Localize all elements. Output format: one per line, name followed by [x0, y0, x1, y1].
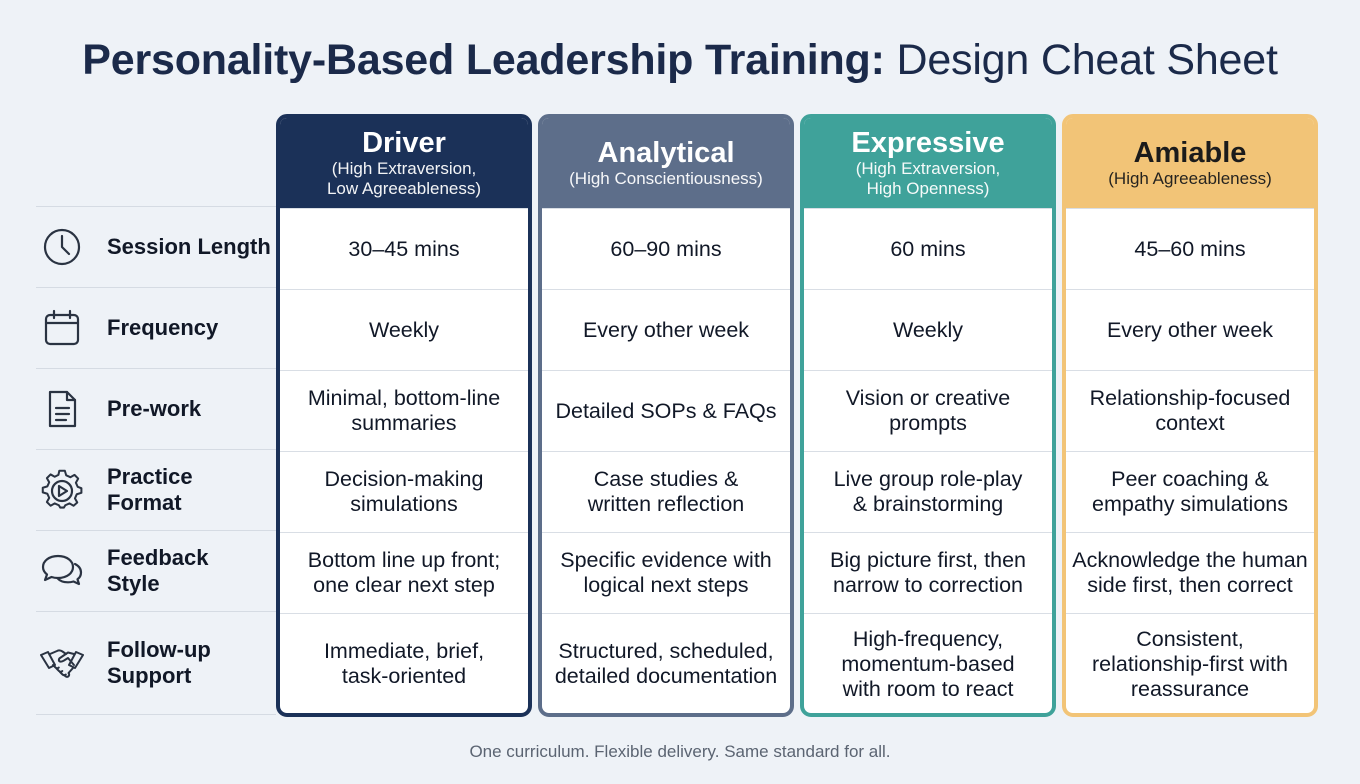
- cell-frequency: Weekly: [804, 289, 1052, 370]
- column-analytical: Analytical (High Conscientiousness) 60–9…: [538, 114, 794, 717]
- row-label-feedback-style: Feedback Style: [36, 530, 276, 611]
- page-title-bold: Personality-Based Leadership Training:: [82, 36, 885, 84]
- cell-follow-up-support: Immediate, brief, task-oriented: [280, 613, 528, 713]
- column-expressive: Expressive (High Extraversion, High Open…: [800, 114, 1056, 717]
- cell-session-length: 30–45 mins: [280, 208, 528, 289]
- cell-frequency: Every other week: [1066, 289, 1314, 370]
- row-label-practice-format: Practice Format: [36, 449, 276, 530]
- cell-follow-up-support: Consistent, relationship-first with reas…: [1066, 613, 1314, 713]
- row-label-text: Session Length: [107, 234, 271, 259]
- column-header: Expressive (High Extraversion, High Open…: [804, 118, 1052, 208]
- cell-pre-work: Detailed SOPs & FAQs: [542, 370, 790, 451]
- cell-pre-work: Minimal, bottom-line summaries: [280, 370, 528, 451]
- cell-pre-work: Vision or creative prompts: [804, 370, 1052, 451]
- cell-session-length: 60–90 mins: [542, 208, 790, 289]
- cell-frequency: Weekly: [280, 289, 528, 370]
- cell-practice-format: Live group role-play & brainstorming: [804, 451, 1052, 532]
- footer-tagline: One curriculum. Flexible delivery. Same …: [469, 742, 891, 761]
- cell-practice-format: Case studies & written reflection: [542, 451, 790, 532]
- chat-bubbles-icon: [40, 549, 84, 593]
- column-name: Amiable: [1133, 137, 1247, 169]
- column-driver: Driver (High Extraversion, Low Agreeable…: [276, 114, 532, 717]
- cell-pre-work: Relationship-focused context: [1066, 370, 1314, 451]
- cell-session-length: 45–60 mins: [1066, 208, 1314, 289]
- row-labels: Session Length Frequency Pre-work: [36, 206, 276, 715]
- cell-practice-format: Peer coaching & empathy simulations: [1066, 451, 1314, 532]
- column-header: Analytical (High Conscientiousness): [542, 118, 790, 208]
- column-subtitle: (High Extraversion, High Openness): [855, 159, 1001, 198]
- column-name: Expressive: [851, 127, 1005, 159]
- cell-feedback-style: Specific evidence with logical next step…: [542, 532, 790, 613]
- clock-icon: [40, 225, 84, 269]
- gear-play-icon: [40, 468, 84, 512]
- column-header: Amiable (High Agreeableness): [1066, 118, 1314, 208]
- cell-feedback-style: Bottom line up front; one clear next ste…: [280, 532, 528, 613]
- cell-feedback-style: Acknowledge the human side first, then c…: [1066, 532, 1314, 613]
- cell-follow-up-support: Structured, scheduled, detailed document…: [542, 613, 790, 713]
- cell-session-length: 60 mins: [804, 208, 1052, 289]
- calendar-icon: [40, 306, 84, 350]
- row-label-session-length: Session Length: [36, 206, 276, 287]
- column-name: Driver: [362, 127, 446, 159]
- row-label-follow-up-support: Follow-up Support: [36, 611, 276, 715]
- row-label-pre-work: Pre-work: [36, 368, 276, 449]
- row-label-frequency: Frequency: [36, 287, 276, 368]
- column-subtitle: (High Extraversion, Low Agreeableness): [326, 159, 482, 198]
- page-title-light: Design Cheat Sheet: [884, 36, 1278, 84]
- column-header: Driver (High Extraversion, Low Agreeable…: [280, 118, 528, 208]
- page-title: Personality-Based Leadership Training: D…: [0, 36, 1360, 85]
- cell-feedback-style: Big picture first, then narrow to correc…: [804, 532, 1052, 613]
- row-label-text: Practice Format: [107, 464, 193, 515]
- column-subtitle: (High Agreeableness): [1108, 169, 1272, 188]
- document-icon: [40, 387, 84, 431]
- row-label-text: Follow-up Support: [107, 637, 211, 688]
- cell-practice-format: Decision-making simulations: [280, 451, 528, 532]
- row-label-text: Frequency: [107, 315, 219, 340]
- row-label-text: Pre-work: [107, 396, 202, 421]
- column-amiable: Amiable (High Agreeableness) 45–60 mins …: [1062, 114, 1318, 717]
- cell-follow-up-support: High-frequency, momentum-based with room…: [804, 613, 1052, 713]
- column-subtitle: (High Conscientiousness): [569, 169, 763, 188]
- cell-frequency: Every other week: [542, 289, 790, 370]
- handshake-icon: [40, 641, 84, 685]
- row-label-text: Feedback Style: [107, 545, 209, 596]
- column-name: Analytical: [597, 137, 735, 169]
